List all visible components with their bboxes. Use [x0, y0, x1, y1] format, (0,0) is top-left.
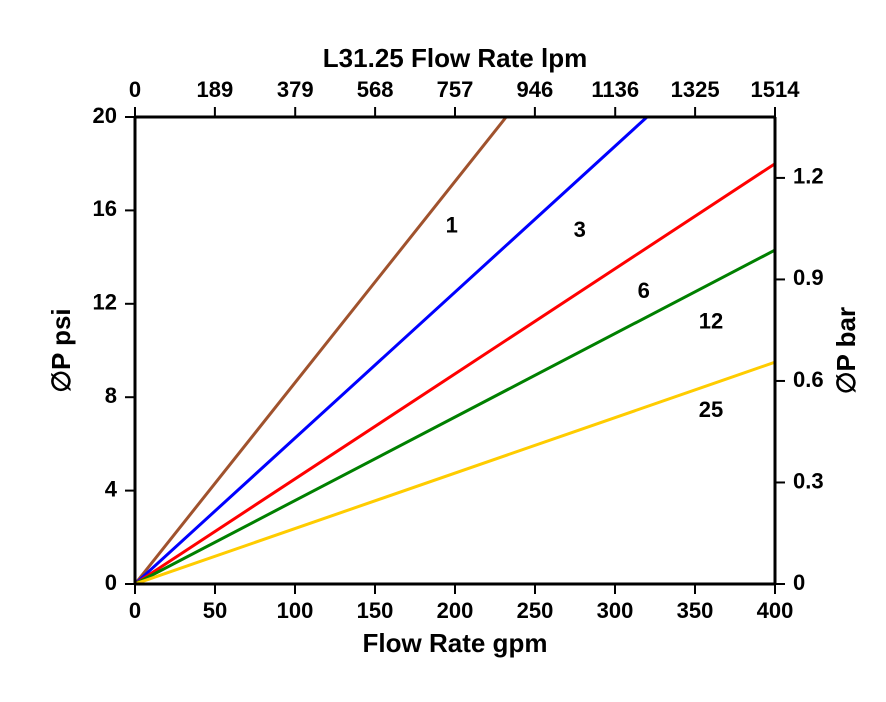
axis-title-right: ∅P bar	[831, 307, 861, 394]
tick-label-bottom: 300	[597, 598, 634, 623]
tick-label-left: 0	[105, 570, 117, 595]
tick-label-right: 1.2	[793, 164, 824, 189]
tick-label-top: 189	[197, 77, 234, 102]
series-label-6: 6	[638, 278, 650, 303]
tick-label-top: 568	[357, 77, 394, 102]
tick-label-top: 757	[437, 77, 474, 102]
tick-label-top: 379	[277, 77, 314, 102]
series-label-12: 12	[699, 308, 723, 333]
chart-container: 1361225050100150200250300350400Flow Rate…	[0, 0, 886, 702]
flow-rate-chart: 1361225050100150200250300350400Flow Rate…	[0, 0, 886, 702]
axis-title-top: L31.25 Flow Rate lpm	[323, 43, 587, 73]
tick-label-right: 0.6	[793, 367, 824, 392]
series-label-1: 1	[446, 213, 458, 238]
tick-label-bottom: 350	[677, 598, 714, 623]
tick-label-top: 1514	[751, 77, 801, 102]
tick-label-right: 0.3	[793, 468, 824, 493]
tick-label-top: 946	[517, 77, 554, 102]
tick-label-bottom: 250	[517, 598, 554, 623]
tick-label-bottom: 150	[357, 598, 394, 623]
tick-label-left: 8	[105, 383, 117, 408]
tick-label-left: 20	[93, 103, 117, 128]
tick-label-bottom: 200	[437, 598, 474, 623]
tick-label-top: 1325	[671, 77, 720, 102]
tick-label-right: 0.9	[793, 265, 824, 290]
tick-label-bottom: 0	[129, 598, 141, 623]
series-label-25: 25	[699, 397, 723, 422]
tick-label-right: 0	[793, 570, 805, 595]
series-label-3: 3	[574, 217, 586, 242]
tick-label-bottom: 400	[757, 598, 794, 623]
axis-title-left: ∅P psi	[46, 308, 76, 392]
tick-label-left: 12	[93, 290, 117, 315]
tick-label-top: 0	[129, 77, 141, 102]
tick-label-left: 16	[93, 196, 117, 221]
tick-label-bottom: 100	[277, 598, 314, 623]
axis-title-bottom: Flow Rate gpm	[363, 628, 548, 658]
tick-label-left: 4	[105, 476, 118, 501]
tick-label-bottom: 50	[203, 598, 227, 623]
tick-label-top: 1136	[591, 77, 639, 102]
